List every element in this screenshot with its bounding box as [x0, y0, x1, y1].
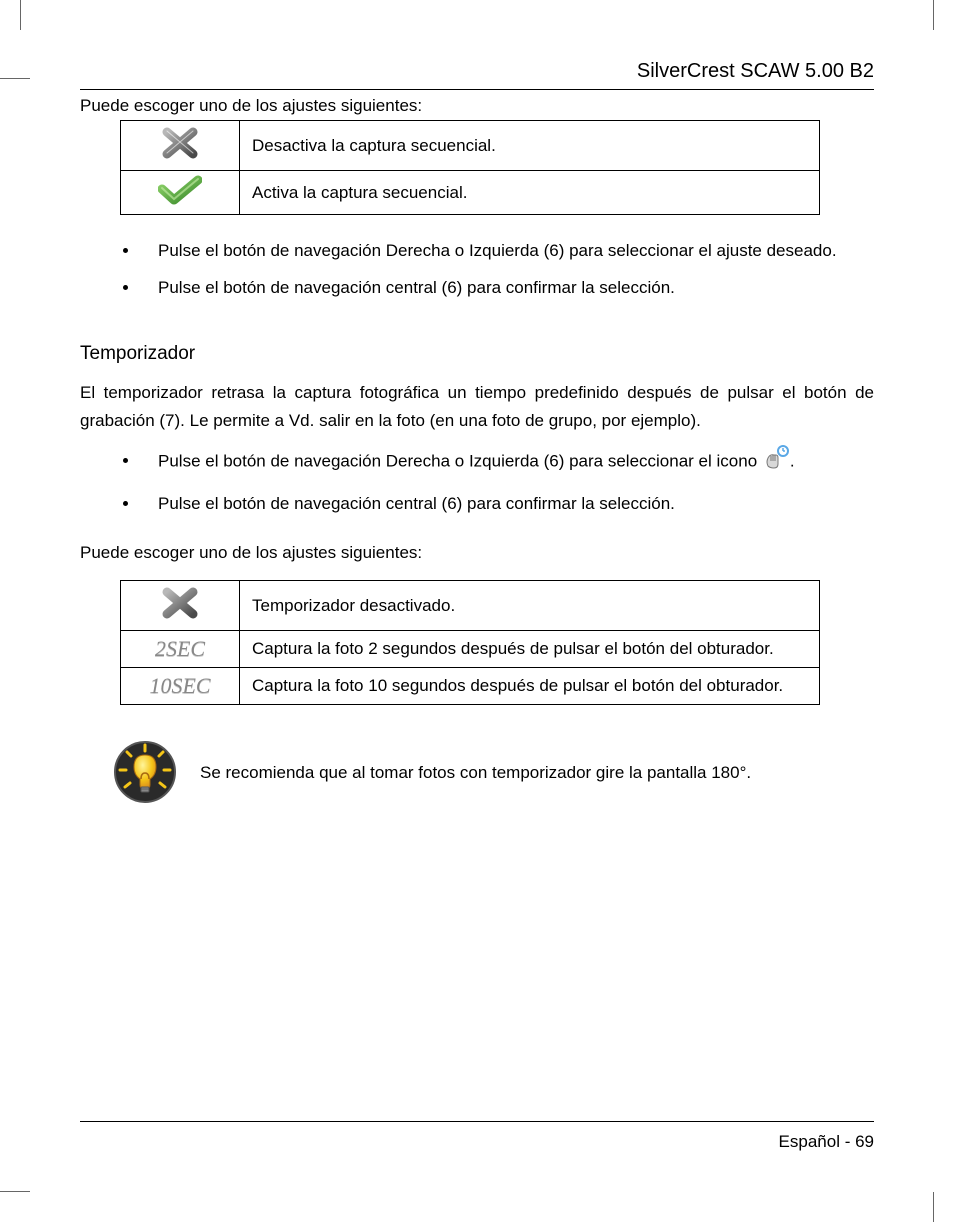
table-row: Desactiva la captura secuencial. — [121, 121, 820, 171]
options-table-1: Desactiva la captura secuencial. Activa … — [120, 120, 820, 215]
table-cell-text: Activa la captura secuencial. — [240, 171, 820, 215]
bullet-text-pre: Pulse el botón de navegación Derecha o I… — [158, 451, 762, 470]
table-row: 2SEC Captura la foto 2 segundos después … — [121, 631, 820, 668]
crop-mark — [0, 78, 30, 79]
tip-row: Se recomienda que al tomar fotos con tem… — [110, 737, 874, 807]
tip-text: Se recomienda que al tomar fotos con tem… — [200, 760, 751, 786]
page-footer: Español - 69 — [80, 1121, 874, 1152]
footer-rule — [80, 1121, 874, 1122]
section-heading-timer: Temporizador — [80, 343, 874, 365]
bullet-list-1: Pulse el botón de navegación Derecha o I… — [80, 237, 874, 301]
bullet-item: Pulse el botón de navegación Derecha o I… — [140, 444, 874, 480]
check-icon-cell — [121, 171, 240, 215]
2sec-icon-cell: 2SEC — [121, 631, 240, 668]
footer-page-number: Español - 69 — [80, 1132, 874, 1152]
crop-mark — [0, 1191, 30, 1192]
bullet-text-post: . — [790, 451, 795, 470]
timer-paragraph: El temporizador retrasa la captura fotog… — [80, 379, 874, 433]
hand-timer-icon — [762, 444, 790, 472]
crop-mark — [933, 1192, 934, 1222]
bullet-list-2: Pulse el botón de navegación Derecha o I… — [80, 444, 874, 517]
table-cell-text: Captura la foto 10 segundos después de p… — [240, 668, 820, 705]
bullet-item: Pulse el botón de navegación central (6)… — [140, 490, 874, 517]
lightbulb-tip-icon — [110, 737, 180, 807]
options-table-2: Temporizador desactivado. 2SEC Captura l… — [120, 580, 820, 705]
table-cell-text: Desactiva la captura secuencial. — [240, 121, 820, 171]
page-content: SilverCrest SCAW 5.00 B2 Puede escoger u… — [80, 60, 874, 807]
x-icon-cell — [121, 121, 240, 171]
crop-mark — [933, 0, 934, 30]
table-row: Temporizador desactivado. — [121, 581, 820, 631]
crop-mark — [20, 0, 21, 30]
table-cell-text: Captura la foto 2 segundos después de pu… — [240, 631, 820, 668]
table-row: 10SEC Captura la foto 10 segundos despué… — [121, 668, 820, 705]
10sec-icon-cell: 10SEC — [121, 668, 240, 705]
x-icon — [160, 125, 200, 161]
header-product: SilverCrest SCAW 5.00 B2 — [80, 60, 874, 83]
bullet-item: Pulse el botón de navegación Derecha o I… — [140, 237, 874, 264]
bullet-item: Pulse el botón de navegación central (6)… — [140, 274, 874, 301]
intro-text-2: Puede escoger uno de los ajustes siguien… — [80, 539, 874, 566]
header-rule — [80, 89, 874, 90]
check-icon — [158, 175, 202, 205]
10sec-label: 10SEC — [149, 673, 210, 698]
2sec-label: 2SEC — [155, 636, 205, 661]
intro-text-1: Puede escoger uno de los ajustes siguien… — [80, 96, 874, 116]
table-row: Activa la captura secuencial. — [121, 171, 820, 215]
x-icon-cell — [121, 581, 240, 631]
table-cell-text: Temporizador desactivado. — [240, 581, 820, 631]
x-icon — [160, 585, 200, 621]
